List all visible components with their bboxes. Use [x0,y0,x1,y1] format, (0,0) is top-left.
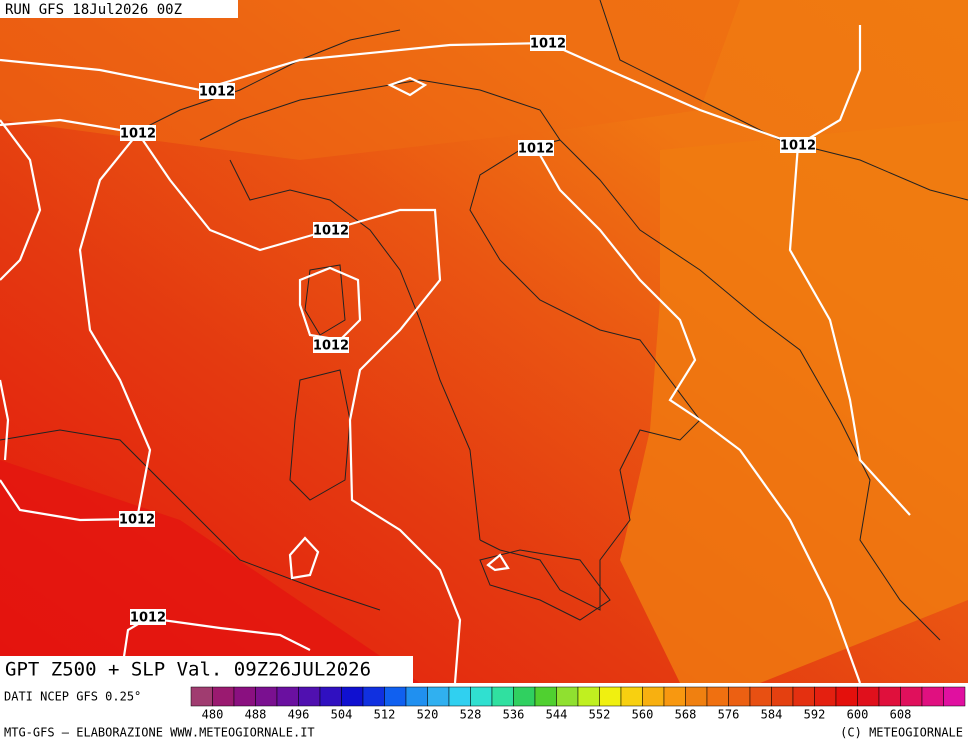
colorbar-tick-label: 584 [761,708,783,722]
colorbar-swatch [212,686,235,707]
colorbar-swatch [943,686,966,707]
credit-right: (C) METEOGIORNALE [840,726,963,740]
isobar-label-bg [130,609,166,625]
colorbar-tick-label: 544 [546,708,568,722]
colorbar: 480 488 496 504 512 520 528 536 544 552 560 568 576 5… [190,686,966,722]
colorbar-swatch [276,686,299,707]
colorbar-swatch [341,686,364,707]
colorbar-swatch [792,686,815,707]
colorbar-swatch [685,686,708,707]
isobar-label: 1012 [130,611,166,626]
isobar-label: 1012 [313,224,349,239]
colorbar-tick-label: 496 [288,708,310,722]
isobar-label-bg [119,511,155,527]
isobar-label-bg [313,337,349,353]
colorbar-tick-label: 608 [890,708,912,722]
run-label: RUN GFS 18Jul2026 00Z [5,2,182,18]
isobar-label: 1012 [120,127,156,142]
isobar-labels: 1012 1012 1012 1012 1012 1012 1012 1012 1012 [119,35,816,626]
colorbar-swatch [190,686,213,707]
colorbar-swatch [384,686,407,707]
colorbar-swatch [878,686,901,707]
colorbar-swatch [362,686,385,707]
isobar-label-bg [120,125,156,141]
colorbar-swatch [857,686,880,707]
colorbar-swatch [470,686,493,707]
colorbar-swatch [728,686,751,707]
colorbar-swatch [556,686,579,707]
isobar-label: 1012 [313,339,349,354]
colorbar-tick-label: 536 [503,708,525,722]
colorbar-swatch [298,686,321,707]
credit-left: MTG-GFS – ELABORAZIONE WWW.METEOGIORNALE… [4,726,315,740]
colorbar-swatch [706,686,729,707]
colorbar-tick-label: 504 [331,708,353,722]
isobar-label: 1012 [199,85,235,100]
isobar-label-bg [780,137,816,153]
colorbar-swatch [405,686,428,707]
colorbar-swatch [749,686,772,707]
colorbar-tick-label: 592 [804,708,826,722]
colorbar-tick-label: 552 [589,708,611,722]
colorbar-swatch [921,686,944,707]
source-label: DATI NCEP GFS 0.25° [4,690,141,704]
colorbar-swatch [577,686,600,707]
isobar-label: 1012 [530,37,566,52]
colorbar-tick-label: 568 [675,708,697,722]
isobar-label: 1012 [119,513,155,528]
colorbar-swatch [233,686,256,707]
colorbar-swatch [534,686,557,707]
colorbar-swatch [319,686,342,707]
colorbar-swatch [448,686,471,707]
colorbar-swatch [814,686,837,707]
colorbar-tick-label: 480 [202,708,224,722]
isobar-label-bg [199,83,235,99]
isobar-label-bg [518,140,554,156]
colorbar-swatch [427,686,450,707]
colorbar-tick-label: 528 [460,708,482,722]
map-area: 1012 1012 1012 1012 1012 1012 1012 1012 1012 RUN… [0,0,968,684]
colorbar-tick-label: 560 [632,708,654,722]
colorbar-tick-label: 576 [718,708,740,722]
isobar-label: 1012 [518,142,554,157]
map-title: GPT Z500 + SLP Val. 09Z26JUL2026 [5,659,371,681]
colorbar-swatch [513,686,536,707]
colorbar-swatch [599,686,622,707]
isobar-label-bg [313,222,349,238]
colorbar-swatch [620,686,643,707]
colorbar-swatch [255,686,278,707]
colorbar-tick-label: 512 [374,708,396,722]
colorbar-swatch [642,686,665,707]
isobar-label-bg [530,35,566,51]
isobar-label: 1012 [780,139,816,154]
colorbar-tick-label: 520 [417,708,439,722]
colorbar-swatch [900,686,923,707]
colorbar-swatch [835,686,858,707]
colorbar-swatch [663,686,686,707]
colorbar-tick-label: 488 [245,708,267,722]
colorbar-swatch [771,686,794,707]
colorbar-tick-label: 600 [847,708,869,722]
colorbar-swatch [491,686,514,707]
